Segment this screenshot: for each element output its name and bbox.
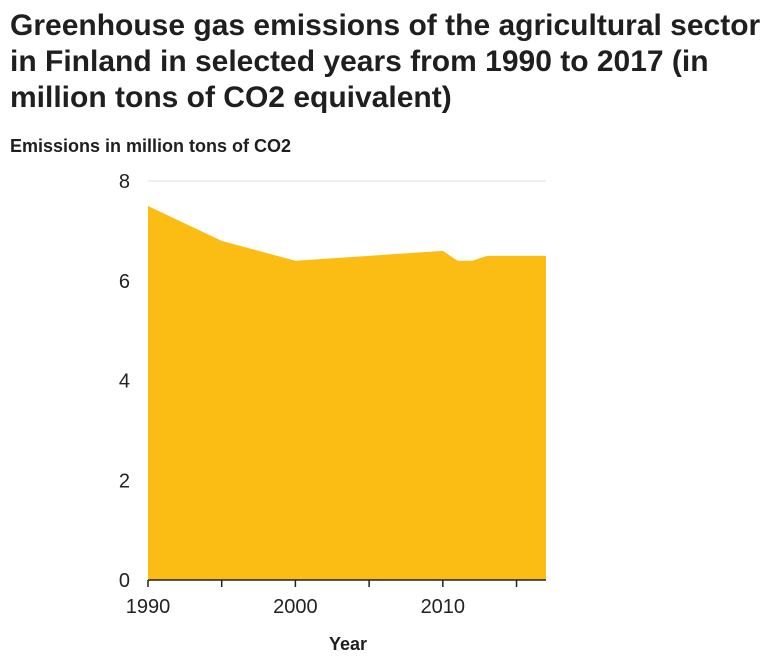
x-tick-label-1990: 1990 [126, 596, 171, 618]
x-tick-label-2010: 2010 [421, 596, 466, 618]
y-tick-label-2: 2 [119, 470, 130, 492]
chart-title: Greenhouse gas emissions of the agricult… [10, 9, 761, 114]
y-axis-label: Emissions in million tons of CO2 [10, 136, 292, 156]
area-series [148, 205, 546, 580]
y-tick-label-6: 6 [119, 271, 130, 293]
y-tick-label-8: 8 [119, 171, 130, 193]
y-tick-label-4: 4 [119, 371, 130, 393]
x-tick-label-2000: 2000 [273, 596, 318, 618]
x-axis-label: Year [328, 634, 368, 654]
y-tick-label-0: 0 [119, 570, 130, 592]
